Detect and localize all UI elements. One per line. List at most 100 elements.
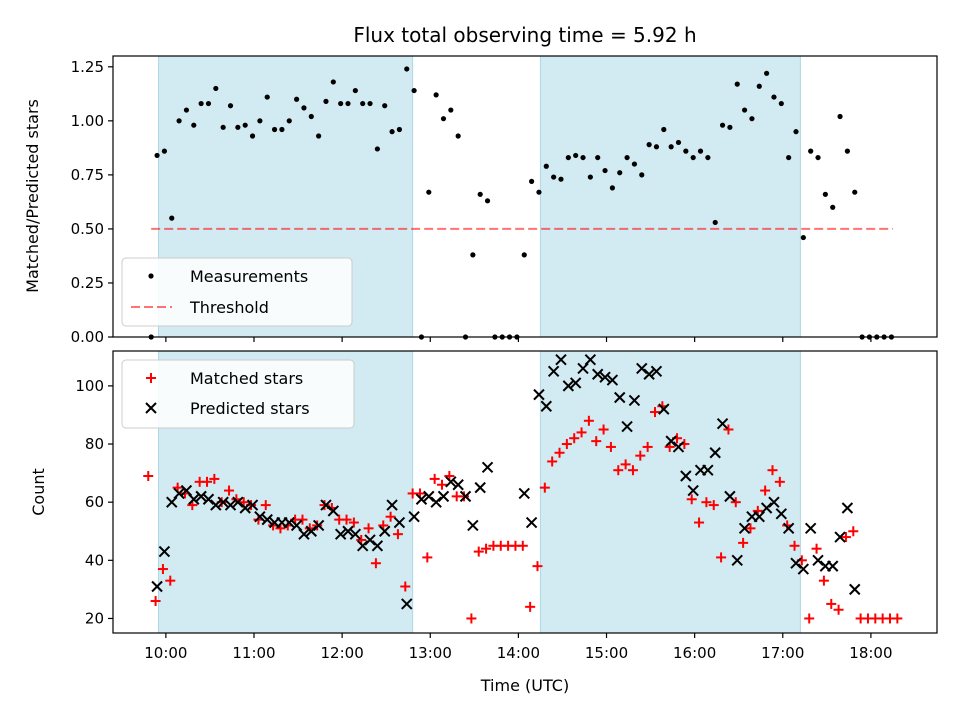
predicted-star-point-40 [445,476,457,488]
predicted-star-point-5 [188,493,200,505]
predicted-star-point-14 [254,511,266,523]
predicted-star-point-11 [232,496,244,508]
predicted-star-point-22 [312,519,325,532]
measurement-point-32 [382,103,388,109]
measurement-point-23 [316,133,322,139]
matched-star-point-65 [620,459,631,470]
predicted-star-point-38 [430,496,442,508]
x-tick-label-2: 12:00 [321,644,364,662]
x-tick-label-5: 15:00 [585,644,628,662]
predicted-star-point-83 [790,557,802,569]
matched-star-point-57 [561,439,572,450]
predicted-star-point-7 [202,493,215,505]
predicted-star-point-62 [636,362,648,375]
measurement-point-6 [191,122,197,128]
measurement-point-15 [257,118,263,124]
top-shaded-region-1 [539,55,801,338]
predicted-star-point-20 [298,528,310,540]
predicted-star-point-26 [342,525,354,537]
matched-star-point-82 [745,523,756,534]
x-tick-label-1: 11:00 [232,644,275,662]
predicted-star-point-10 [224,499,237,511]
matched-star-point-69 [649,407,660,418]
matched-star-point-59 [576,427,587,438]
matched-star-point-33 [385,511,396,522]
matched-star-point-35 [400,581,411,592]
predicted-star-point-46 [518,487,530,500]
matched-star-point-95 [840,532,851,543]
matched-star-point-46 [481,543,492,554]
matched-star-point-68 [642,441,653,452]
matched-star-point-0 [143,471,154,482]
legend-measurements-label: Measurements [190,267,308,286]
matched-star-point-8 [202,476,213,487]
measurement-point-7 [198,100,204,107]
predicted-star-point-56 [591,368,604,380]
x-tick-label-8: 18:00 [849,644,892,662]
predicted-star-point-91 [849,583,861,596]
bottom-legend: Matched stars Predicted stars [121,359,355,429]
bottom-y-tick-label-1: 40 [85,551,104,569]
predicted-star-point-1 [158,545,171,558]
predicted-star-point-58 [606,374,619,386]
measurement-point-93 [830,204,836,210]
measurement-point-1 [154,152,160,159]
predicted-star-point-8 [210,499,222,511]
chart-title: Flux total observing time = 5.92 h [353,23,696,47]
matched-star-point-62 [598,424,609,435]
measurement-point-69 [653,144,660,150]
matched-star-point-16 [260,500,271,511]
measurement-point-29 [360,100,366,107]
predicted-star-point-39 [437,490,450,503]
measurement-point-16 [264,94,270,100]
bottom-y-tick-label-3: 80 [85,435,104,453]
top-y-tick-label-3: 0.75 [71,166,104,184]
top-y-tick-label-4: 1.00 [71,112,104,130]
measurement-point-64 [617,170,623,176]
measurement-point-84 [764,70,770,76]
predicted-star-point-36 [415,493,428,505]
matched-star-point-44 [466,613,477,624]
predicted-star-point-49 [540,400,553,412]
matched-star-point-63 [605,441,616,452]
predicted-star-point-33 [393,516,406,529]
measurement-point-2 [161,148,168,154]
measurement-point-87 [786,154,792,161]
x-tick-label-4: 14:00 [497,644,540,662]
bottom-y-tick-label-0: 20 [85,609,104,627]
measurement-point-96 [852,189,858,195]
matched-star-point-28 [348,517,359,528]
matched-star-point-93 [826,598,837,609]
matched-star-point-53 [532,561,543,572]
measurement-point-13 [242,122,248,128]
x-tick-label-7: 17:00 [761,644,804,662]
predicted-star-point-72 [709,447,721,459]
top-plot-frame [112,55,938,338]
measurement-point-94 [837,113,843,120]
measurement-point-33 [389,129,395,135]
predicted-star-point-59 [614,391,626,404]
legend-matched-marker [146,373,156,383]
matched-star-point-92 [818,575,829,586]
measurement-point-66 [631,161,638,167]
predicted-star-point-32 [386,499,398,511]
bottom-y-tick-label-2: 60 [85,493,104,511]
matched-star-point-90 [804,613,815,624]
predicted-star-point-25 [334,528,347,540]
measurement-point-45 [477,191,483,197]
matched-star-point-79 [723,424,734,435]
measurement-point-40 [440,116,447,122]
legend-predicted-label: Predicted stars [190,399,310,418]
measurement-point-8 [205,100,212,107]
predicted-star-point-86 [812,554,824,567]
matched-star-point-84 [760,485,771,496]
predicted-star-point-85 [804,522,817,535]
measurement-point-81 [741,107,748,113]
measurement-point-35 [404,66,410,72]
measurement-point-22 [308,113,314,120]
measurement-point-9 [213,85,219,92]
measurement-point-76 [705,154,711,161]
predicted-star-point-89 [834,531,846,543]
matched-star-point-31 [370,558,381,569]
